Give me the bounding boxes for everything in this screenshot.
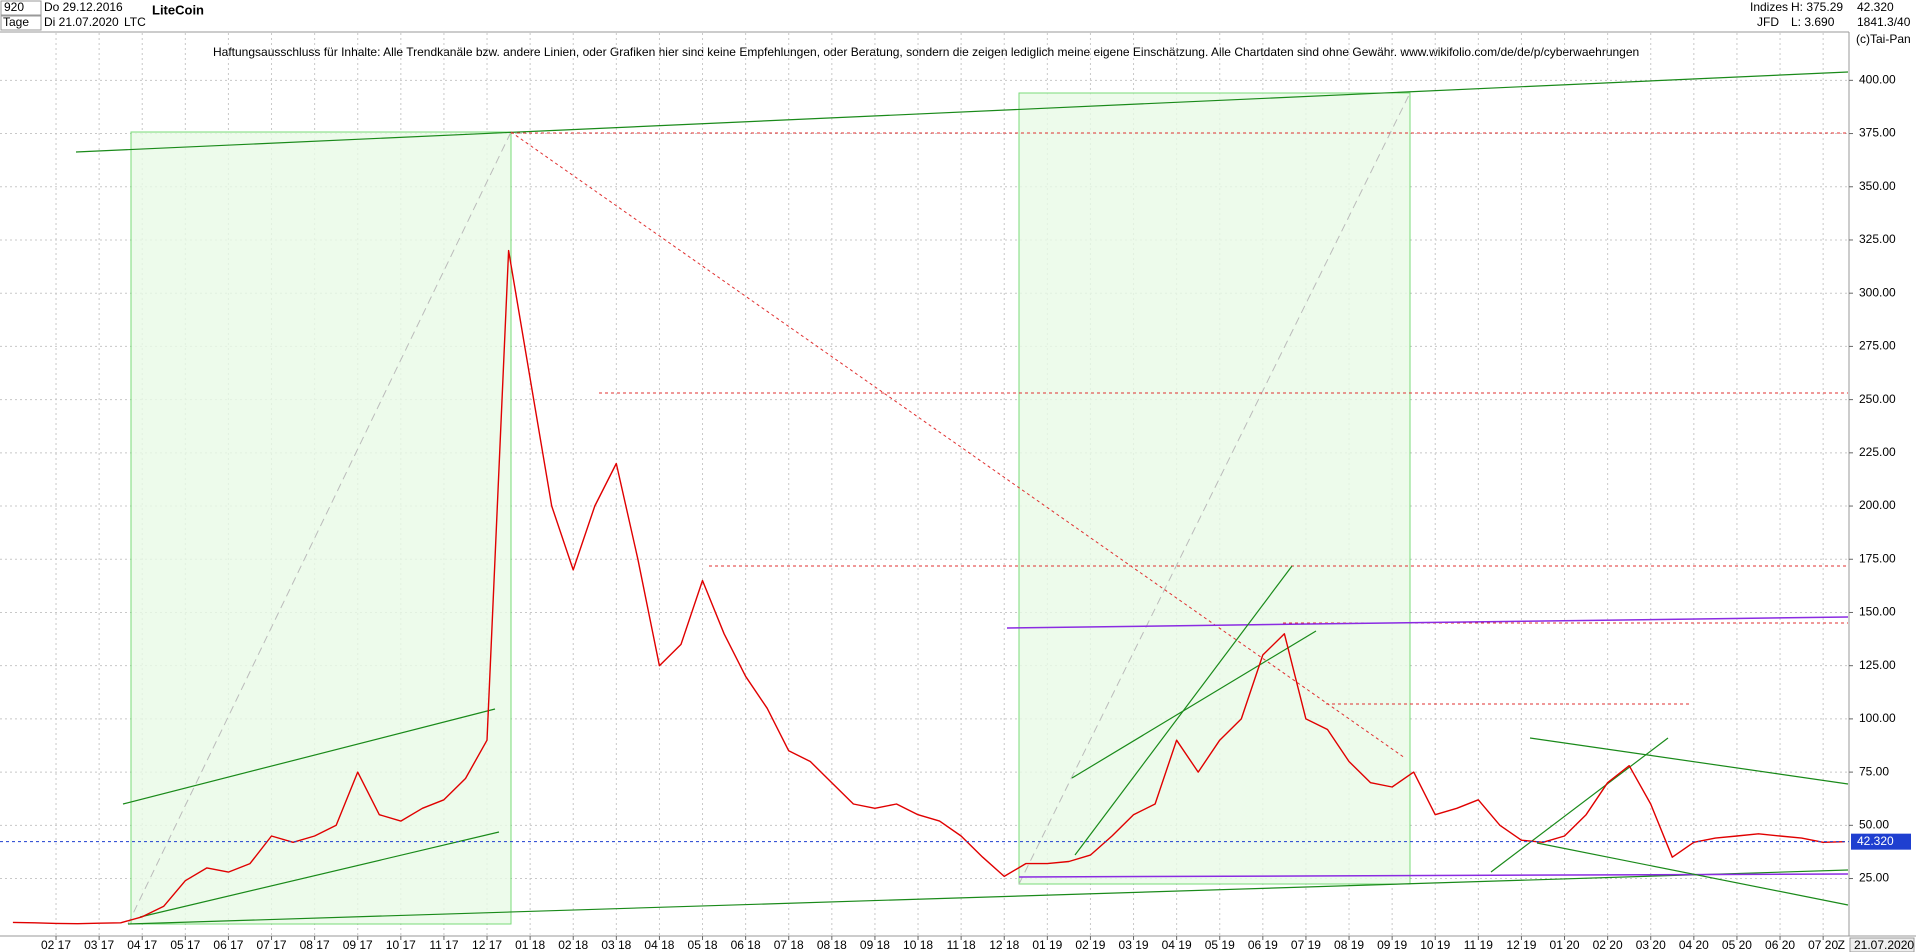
x-tick-label: 11 17	[429, 938, 458, 952]
diagonal	[1018, 92, 1411, 885]
x-tick-label: 11 19	[1464, 938, 1493, 952]
y-tick-label: 300.00	[1859, 285, 1896, 299]
x-tick-label: 06 17	[213, 938, 243, 952]
x-tick-label: 02 19	[1075, 938, 1105, 952]
low: L: 3.690	[1791, 15, 1835, 29]
date-marker-box	[1849, 937, 1915, 952]
date-from: Do 29.12.2016	[44, 0, 123, 14]
trendline	[510, 131, 1406, 759]
x-tick-label: 09 17	[343, 938, 373, 952]
x-tick-label: 01 19	[1032, 938, 1062, 952]
x-tick-label: 02 17	[41, 938, 71, 952]
symbol: LTC	[124, 15, 146, 29]
x-tick-label: 05 19	[1205, 938, 1235, 952]
copyright: (c)Tai-Pan	[1856, 32, 1911, 46]
x-tick-label: 08 17	[300, 938, 330, 952]
x-tick-label: 03 19	[1119, 938, 1149, 952]
x-tick-label: 04 19	[1162, 938, 1192, 952]
channel	[122, 708, 496, 805]
x-tick-label: 07 17	[257, 938, 287, 952]
x-tick-label: 07 18	[774, 938, 804, 952]
date-to: Di 21.07.2020	[44, 15, 119, 29]
x-tick-label: 01 20	[1550, 938, 1580, 952]
last-price: 42.320	[1857, 0, 1894, 14]
x-tick-label: 12 18	[989, 938, 1019, 952]
x-tick-label: 07 20	[1808, 938, 1838, 952]
x-tick-label: 01 18	[515, 938, 545, 952]
plot	[12, 249, 1845, 925]
y-tick-label: 250.00	[1859, 392, 1896, 406]
x-tick-label: 03 18	[601, 938, 631, 952]
interval[interactable]: Tage	[3, 15, 29, 29]
y-tick-label: 125.00	[1859, 658, 1896, 672]
x-tick-label: 04 20	[1679, 938, 1709, 952]
y-tick-label: 175.00	[1859, 551, 1896, 565]
y-tick-label: 75.00	[1859, 764, 1889, 778]
disclaimer: Haftungsausschluss für Inhalte: Alle Tre…	[213, 45, 1639, 59]
diagonal	[127, 131, 512, 925]
support-line	[1006, 616, 1849, 629]
x-tick-label: 05 17	[170, 938, 200, 952]
support-line	[1018, 873, 1849, 878]
interval-box[interactable]	[0, 15, 42, 31]
x-tick-label: 09 19	[1377, 938, 1407, 952]
y-tick-label: 200.00	[1859, 498, 1896, 512]
x-tick-label: 09 18	[860, 938, 890, 952]
trendline	[127, 869, 1849, 925]
source: JFD	[1757, 15, 1779, 29]
date-marker: 21.07.2020	[1854, 938, 1914, 952]
y-tick-label: 350.00	[1859, 179, 1896, 193]
zoom: 1841.3/40	[1857, 15, 1911, 29]
price-line	[12, 249, 1845, 925]
x-tick-label: 10 17	[386, 938, 416, 952]
x-tick-label: 05 20	[1722, 938, 1752, 952]
y-tick-label: 400.00	[1859, 73, 1896, 87]
bars-box[interactable]	[0, 0, 42, 16]
drawings	[75, 71, 1849, 925]
x-tick-label: 02 20	[1593, 938, 1623, 952]
x-tick-label: 08 19	[1334, 938, 1364, 952]
x-tick-label: 05 18	[688, 938, 718, 952]
channel	[1071, 630, 1317, 779]
y-tick-label: 50.00	[1859, 817, 1889, 831]
x-tick-label: 03 20	[1636, 938, 1666, 952]
x-tick-label: 10 19	[1420, 938, 1450, 952]
high: H: 375.29	[1791, 0, 1843, 14]
end-marker: Z	[1838, 938, 1845, 952]
y-tick-label: 25.00	[1859, 871, 1889, 885]
x-tick-label: 08 18	[817, 938, 847, 952]
x-tick-label: 12 19	[1506, 938, 1536, 952]
last-price-box	[1851, 833, 1911, 850]
x-tick-label: 11 18	[947, 938, 976, 952]
x-tick-label: 04 18	[644, 938, 674, 952]
x-tick-label: 12 17	[472, 938, 502, 952]
market: Indizes	[1750, 0, 1788, 14]
x-tick-label: 06 20	[1765, 938, 1795, 952]
y-tick-label: 375.00	[1859, 126, 1896, 140]
channel	[139, 831, 500, 918]
y-tick-label: 225.00	[1859, 445, 1896, 459]
channel	[1074, 565, 1293, 856]
trendline	[75, 71, 1849, 153]
channel	[1529, 737, 1849, 785]
y-tick-label: 100.00	[1859, 711, 1896, 725]
x-tick-label: 04 17	[127, 938, 157, 952]
x-tick-label: 03 17	[84, 938, 114, 952]
x-tick-label: 02 18	[558, 938, 588, 952]
last-price-label: 42.320	[1857, 834, 1894, 848]
x-tick-label: 07 19	[1291, 938, 1321, 952]
x-tick-label: 10 18	[903, 938, 933, 952]
y-tick-label: 275.00	[1859, 339, 1896, 353]
x-tick-label: 06 19	[1248, 938, 1278, 952]
x-tick-label: 06 18	[731, 938, 761, 952]
y-tick-label: 325.00	[1859, 232, 1896, 246]
channel	[1490, 737, 1669, 873]
channel	[1536, 842, 1849, 906]
bars[interactable]: 920	[4, 0, 24, 14]
y-tick-label: 150.00	[1859, 605, 1896, 619]
chart-title: LiteCoin	[152, 2, 204, 17]
